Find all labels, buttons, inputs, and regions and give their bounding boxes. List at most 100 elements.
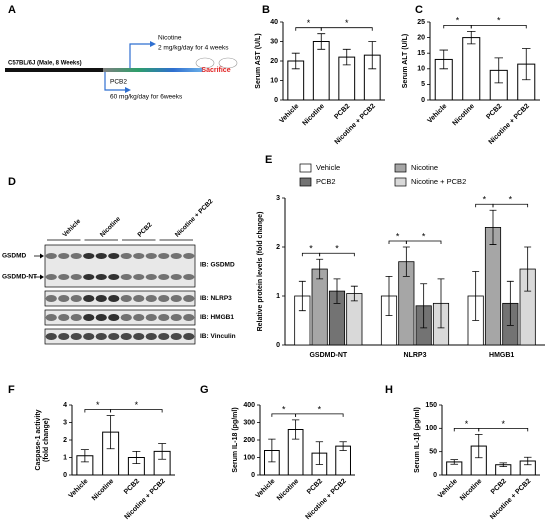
significance-bracket [295,27,322,31]
blot-band [108,274,120,280]
blot-band [170,333,182,340]
blot-band [158,314,170,321]
y-tick-label: 10 [417,66,425,73]
blot-band [95,274,107,280]
significance-label: * [396,231,400,241]
error-bar [342,48,351,66]
blot-band [83,253,95,259]
y-axis-label: Serum ALT (U/L) [402,34,409,88]
y-tick-label: 4 [63,402,67,409]
blot-band [83,314,95,321]
significance-label: * [318,404,322,414]
x-tick-label: Nicotine + PCB2 [305,478,348,521]
x-tick-label: Nicotine [301,103,326,128]
significance-label: * [307,18,311,28]
y-tick-label: 1 [276,293,280,300]
significance-bracket [405,240,442,244]
x-tick-label: Nicotine [91,478,116,503]
error-bar [494,57,504,84]
blot-band [45,314,57,321]
blot-band [120,295,132,302]
error-bar [333,278,341,304]
blot-band [133,314,145,321]
mouse-icon [195,57,215,69]
blot-band [158,253,170,259]
x-tick-label: Nicotine [451,103,476,128]
arrow-head [150,41,156,47]
y-axis-label: Serum IL-1β (pg/ml) [414,407,421,473]
blot-band [170,253,182,259]
significance-label: * [135,400,139,410]
significance-bracket [295,413,344,417]
error-bar [298,280,306,312]
blot-band [145,295,157,302]
y-tick-label: 0 [63,472,67,479]
significance-label: * [345,18,349,28]
blot-band [120,253,132,259]
y-axis-label: Serum AST (U/L) [255,33,262,88]
x-tick-label: PCB2 [123,478,141,496]
error-bar [466,30,476,45]
significance-bracket [301,252,321,257]
significance-bracket [320,27,373,31]
y-tick-label: 5 [421,81,425,88]
panel-letter: B [262,4,270,16]
legend-label: Nicotine + PCB2 [411,177,466,186]
bar [462,37,481,101]
significance-label: * [309,244,313,254]
y-tick-label: 2 [276,244,280,251]
blot-band [183,253,195,259]
y-tick-label: 1 [63,454,67,461]
error-bar [316,258,324,280]
significance-bracket [388,240,407,244]
y-tick-label: 3 [276,195,280,202]
blot-box [44,244,196,288]
significance-bracket [453,428,480,432]
timeline-baseline [5,68,103,72]
blot-band [170,314,182,321]
y-tick-label: 0 [274,97,278,104]
blot-band [145,333,157,340]
blot-band [108,314,120,321]
legend-label: Vehicle [316,163,340,172]
y-tick-label: 200 [243,437,255,444]
blot-band [170,295,182,302]
blot-band [70,253,82,259]
y-tick-label: 0 [421,97,425,104]
significance-label: * [335,244,339,254]
blot-band [120,274,132,280]
error-bar [291,419,300,440]
blot-band [183,333,195,340]
y-axis-label: Relative protein levels (fold change) [257,212,264,332]
error-bar [315,441,324,465]
x-tick-label: HMGB1 [489,352,514,359]
error-bar [499,462,508,467]
lane-group-label: PCB2 [136,221,153,238]
blot-band [145,253,157,259]
lane-group-label: Nicotine + PCB2 [174,198,215,239]
error-bar [385,276,393,316]
blot-band [58,274,70,280]
blot-band [45,274,57,280]
error-bar [489,209,497,245]
antibody-label: IB: Vinculin [200,333,236,340]
panel-letter: E [265,154,272,166]
blot-band [45,333,57,340]
x-tick-label: Vehicle [426,103,448,125]
x-tick-label: PCB2 [333,103,351,121]
significance-bracket [470,24,527,29]
treatment-dose: 2 mg/kg/day for 4 weeks [158,45,229,52]
significance-bracket [475,203,494,208]
error-bar [439,49,449,70]
y-tick-label: 150 [425,402,437,409]
x-tick-label: PCB2 [490,478,508,496]
lane-group-label: Nicotine [99,215,122,238]
significance-bracket [492,203,529,208]
panel-letter: G [200,384,209,396]
significance-label: * [96,400,100,410]
panel-letter: A [8,4,16,16]
significance-bracket [319,252,355,257]
legend-swatch [394,177,407,187]
blot-band [83,274,95,280]
error-bar [474,434,483,459]
